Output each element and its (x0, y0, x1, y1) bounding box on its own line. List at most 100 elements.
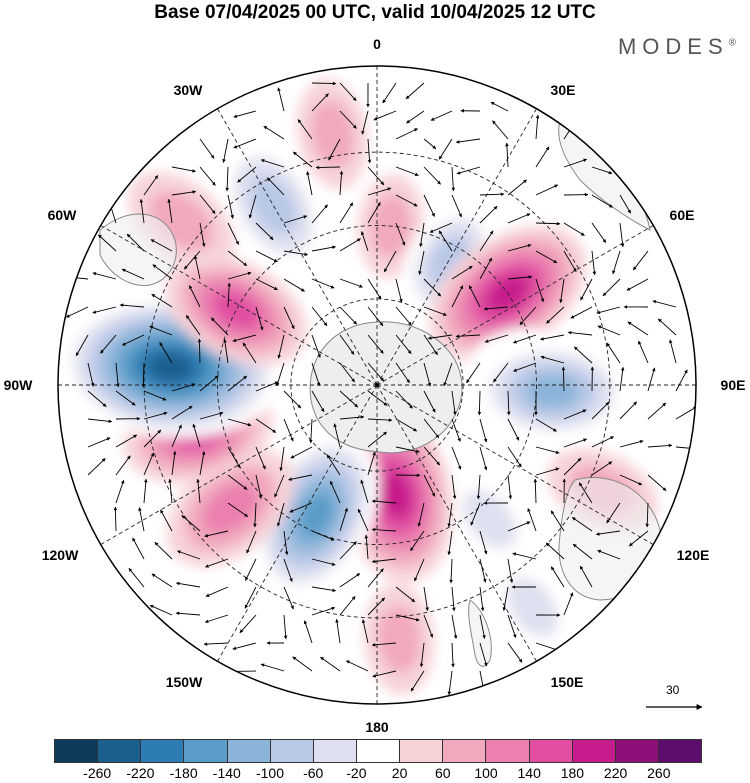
colorbar-swatch (98, 740, 142, 762)
colorbar-tick-label: -220 (126, 765, 155, 781)
wind-vector (246, 530, 257, 554)
antarctica-landmass (309, 321, 463, 454)
wind-vector (260, 159, 285, 168)
colorbar-swatch (529, 740, 573, 762)
wind-vector (535, 221, 561, 226)
wind-vector (619, 366, 625, 392)
wind-vector (279, 446, 285, 472)
wind-vector (675, 369, 688, 392)
wind-vector (188, 285, 201, 308)
longitude-label: 180 (365, 719, 389, 735)
wind-vector (647, 443, 673, 448)
wind-vector (423, 446, 441, 466)
wind-vector (423, 194, 435, 217)
wind-vector (423, 166, 441, 185)
wind-vector (559, 278, 565, 304)
wind-vector (267, 177, 285, 196)
wind-vector (367, 334, 384, 354)
wind-vector (328, 138, 341, 161)
longitude-label: 90W (3, 377, 33, 393)
wind-vector (427, 334, 453, 340)
anomaly-cell (462, 490, 517, 549)
wind-vector (210, 317, 229, 336)
wind-vector (573, 346, 593, 364)
colorbar-tick-label: -180 (169, 765, 198, 781)
wind-vector (468, 285, 481, 308)
wind-vector (535, 184, 559, 196)
wind-vector (303, 620, 313, 644)
wind-vector (479, 530, 488, 555)
anomaly-cell (299, 492, 334, 538)
wind-vector (367, 451, 376, 476)
wind-vector (290, 446, 313, 459)
colorbar-tick-label: 260 (647, 765, 671, 781)
wind-vector (619, 439, 644, 448)
wind-vector (647, 474, 667, 492)
wind-vector (339, 541, 357, 560)
wind-vector (367, 166, 385, 186)
wind-vector (306, 171, 313, 196)
wind-vector (367, 187, 392, 196)
wind-vector (87, 362, 95, 387)
wind-vector (151, 293, 173, 308)
wind-vector (255, 222, 274, 241)
wind-vector (507, 558, 514, 584)
wind-vector (479, 192, 505, 197)
wind-vectors (63, 81, 696, 696)
wind-vector (423, 278, 442, 297)
wind-vector (417, 502, 425, 527)
wind-vector (138, 507, 145, 532)
wind-vector (383, 250, 397, 273)
colorbar-swatch (572, 740, 616, 762)
wind-vector (149, 325, 173, 336)
wind-vector (507, 213, 531, 224)
wind-vector (339, 390, 359, 408)
wind-vector (244, 586, 257, 609)
wind-vector (227, 375, 248, 392)
wind-vector (479, 418, 488, 443)
wind-vector (502, 586, 509, 611)
wind-vector (329, 480, 341, 504)
wind-vector (199, 138, 215, 159)
colorbar-swatch (141, 740, 185, 762)
wind-vector (255, 418, 277, 433)
wind-vector (121, 334, 145, 346)
wind-vector (479, 205, 498, 224)
wind-vector (591, 250, 597, 276)
wind-vector (479, 446, 488, 471)
wind-vector (507, 179, 527, 196)
wind-vector (171, 450, 177, 476)
wind-vector (171, 190, 197, 196)
wind-vector (311, 334, 321, 358)
wind-vector (595, 530, 621, 536)
wind-vector (320, 656, 341, 672)
wind-vector (159, 342, 173, 364)
wind-vector (591, 194, 613, 208)
wind-vector (98, 234, 117, 252)
wind-vector (395, 194, 418, 207)
wind-vector (395, 334, 412, 354)
wind-vector (512, 334, 537, 344)
brand-logo: MODES® (617, 34, 736, 59)
wind-vector (423, 306, 447, 316)
wind-vector (423, 474, 436, 497)
wind-vector (466, 362, 481, 384)
wind-vector (199, 222, 206, 247)
wind-vector (115, 390, 136, 406)
wind-vector (339, 202, 354, 224)
wind-vector (311, 278, 335, 289)
wind-vector (395, 222, 406, 246)
wind-vector (283, 278, 305, 292)
wind-vector (632, 250, 649, 271)
wind-vector (204, 530, 229, 538)
wind-vector (619, 474, 643, 486)
wind-vector (255, 381, 279, 392)
wind-vector (645, 502, 650, 528)
longitude-label: 150E (550, 674, 584, 690)
longitude-label: 30W (173, 82, 203, 98)
wind-vector (168, 478, 173, 504)
wind-vector (143, 452, 154, 476)
wind-vector (535, 146, 550, 168)
wind-vector (546, 306, 565, 324)
wind-vector (423, 362, 432, 387)
